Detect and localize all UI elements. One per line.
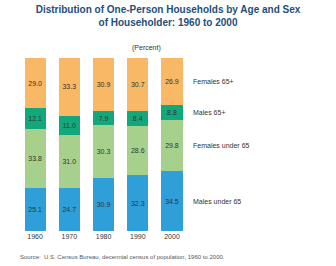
svg-text:(Percent): (Percent) (132, 44, 161, 52)
svg-text:1980: 1980 (96, 233, 112, 240)
svg-text:25.1: 25.1 (28, 206, 42, 213)
svg-text:8.8: 8.8 (167, 109, 177, 116)
svg-text:1990: 1990 (130, 233, 146, 240)
svg-text:Source: U.S. Census Bureau, d: Source: U.S. Census Bureau, decennial ce… (20, 254, 225, 260)
svg-text:34.5: 34.5 (165, 198, 179, 205)
svg-text:8.4: 8.4 (133, 115, 143, 122)
svg-text:32.3: 32.3 (131, 200, 145, 207)
svg-text:24.7: 24.7 (62, 206, 76, 213)
svg-text:12.1: 12.1 (28, 115, 42, 122)
svg-text:11.0: 11.0 (63, 122, 76, 129)
svg-text:28.6: 28.6 (131, 147, 145, 154)
svg-text:30.3: 30.3 (97, 148, 111, 155)
svg-text:26.9: 26.9 (165, 78, 179, 85)
svg-text:30.9: 30.9 (97, 201, 111, 208)
svg-text:7.9: 7.9 (99, 115, 109, 122)
svg-text:2000: 2000 (164, 233, 180, 240)
svg-text:30.9: 30.9 (97, 81, 111, 88)
svg-text:1960: 1960 (27, 233, 43, 240)
svg-text:29.0: 29.0 (28, 80, 42, 87)
svg-text:1970: 1970 (62, 233, 78, 240)
svg-text:Males under 65: Males under 65 (193, 198, 241, 205)
svg-text:33.3: 33.3 (62, 83, 76, 90)
svg-text:30.7: 30.7 (131, 81, 145, 88)
svg-text:29.8: 29.8 (165, 142, 179, 149)
svg-text:Distribution of One-Person Hou: Distribution of One-Person Households by… (36, 4, 301, 28)
svg-text:31.0: 31.0 (62, 158, 76, 165)
svg-text:33.8: 33.8 (28, 155, 42, 162)
svg-text:Females under 65: Females under 65 (193, 142, 250, 149)
svg-text:Females 65+: Females 65+ (193, 78, 234, 85)
svg-text:Males 65+: Males 65+ (193, 109, 226, 116)
